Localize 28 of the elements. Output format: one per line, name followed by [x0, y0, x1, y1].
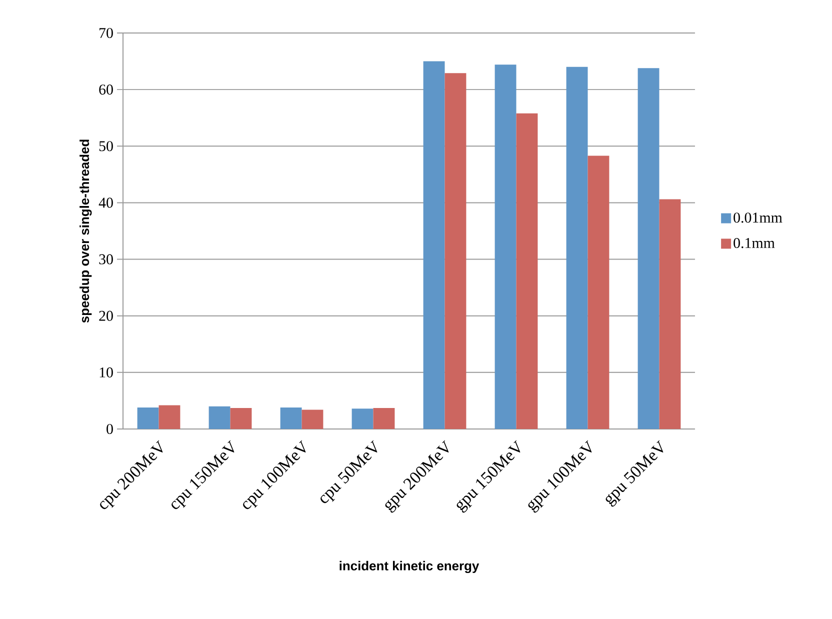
- bar: [588, 156, 610, 429]
- legend-label: 0.1mm: [734, 238, 775, 248]
- bar: [494, 64, 516, 429]
- y-axis-title: speedup over single-threaded: [80, 140, 92, 323]
- y-tick-label: 0: [106, 424, 113, 434]
- bar: [566, 66, 588, 429]
- bar: [516, 113, 538, 429]
- bar: [659, 199, 681, 429]
- y-tick-label: 20: [99, 310, 113, 321]
- bar: [352, 408, 374, 429]
- bar: [638, 68, 660, 429]
- bar: [423, 61, 445, 429]
- bar: [158, 405, 180, 429]
- bar: [208, 406, 230, 429]
- bar: [373, 408, 395, 429]
- bar: [444, 73, 466, 429]
- bar: [137, 407, 159, 429]
- y-tick-label: 70: [100, 28, 113, 38]
- bar: [280, 407, 302, 429]
- y-tick-label: 60: [99, 84, 113, 95]
- legend-label: 0.01mm: [734, 212, 782, 223]
- y-tick-label: 40: [98, 198, 113, 208]
- bar: [302, 410, 324, 429]
- y-tick-label: 10: [100, 367, 113, 378]
- bar: [230, 408, 252, 429]
- y-tick-label: 30: [99, 254, 113, 264]
- y-tick-label: 50: [99, 141, 113, 152]
- x-axis-title: incident kinetic energy: [340, 560, 480, 574]
